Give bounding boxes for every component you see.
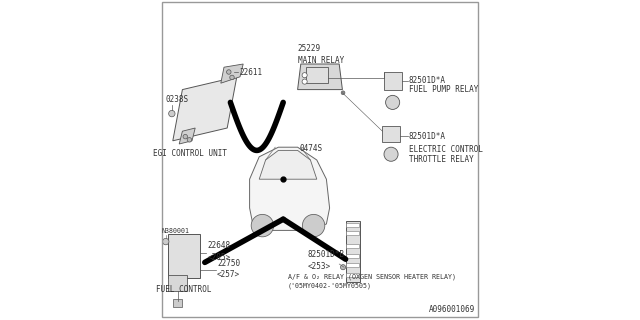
Circle shape (340, 265, 346, 270)
Circle shape (169, 110, 175, 117)
Bar (346, 263, 360, 267)
Circle shape (384, 147, 398, 161)
Text: 25229: 25229 (298, 44, 321, 53)
Polygon shape (221, 64, 243, 83)
Text: 22750: 22750 (217, 259, 240, 268)
Circle shape (302, 73, 307, 78)
Bar (168, 275, 187, 291)
Bar (346, 231, 360, 235)
Bar (346, 221, 360, 282)
Circle shape (183, 134, 188, 139)
Bar (346, 254, 360, 258)
Polygon shape (250, 147, 330, 230)
Text: 0238S: 0238S (165, 95, 189, 104)
Bar (173, 299, 182, 307)
Polygon shape (259, 150, 317, 179)
Text: EGI CONTROL UNIT: EGI CONTROL UNIT (154, 149, 227, 158)
Text: MAIN RELAY: MAIN RELAY (298, 56, 344, 65)
Text: 22648: 22648 (207, 241, 230, 250)
Circle shape (230, 75, 234, 80)
Text: A/F & O₂ RELAY (OXGEN SENSOR HEATER RELAY): A/F & O₂ RELAY (OXGEN SENSOR HEATER RELA… (288, 274, 456, 280)
Text: <205>: <205> (207, 253, 230, 262)
Text: ('05MY0402-'05MY0505): ('05MY0402-'05MY0505) (288, 282, 372, 289)
Text: 82501D*A: 82501D*A (409, 76, 446, 85)
Circle shape (341, 91, 345, 95)
Text: 0474S: 0474S (300, 144, 323, 153)
Circle shape (227, 70, 231, 74)
Bar (384, 72, 402, 90)
Bar (346, 223, 360, 227)
Circle shape (385, 95, 399, 109)
Polygon shape (298, 64, 342, 90)
Circle shape (163, 238, 169, 245)
Text: FUEL PUMP RELAY: FUEL PUMP RELAY (409, 85, 478, 94)
Text: N380001: N380001 (161, 228, 189, 234)
Circle shape (303, 214, 325, 237)
Text: FUEL CONTROL: FUEL CONTROL (156, 285, 212, 294)
Polygon shape (173, 77, 237, 141)
Text: 82501D*A: 82501D*A (409, 132, 446, 140)
Circle shape (187, 138, 192, 142)
Bar (346, 273, 360, 277)
Text: <253>: <253> (307, 262, 330, 271)
Text: ELECTRIC CONTROL
THROTTLE RELAY: ELECTRIC CONTROL THROTTLE RELAY (409, 145, 483, 164)
Circle shape (302, 79, 307, 84)
Bar (306, 67, 328, 83)
Polygon shape (179, 128, 195, 144)
Circle shape (251, 214, 274, 237)
Bar (346, 244, 360, 248)
Bar (383, 126, 400, 142)
Text: <257>: <257> (217, 270, 240, 279)
Text: 82501D*B: 82501D*B (307, 250, 344, 259)
Text: A096001069: A096001069 (429, 305, 475, 314)
Text: 22611: 22611 (239, 68, 262, 76)
Bar (168, 234, 200, 278)
